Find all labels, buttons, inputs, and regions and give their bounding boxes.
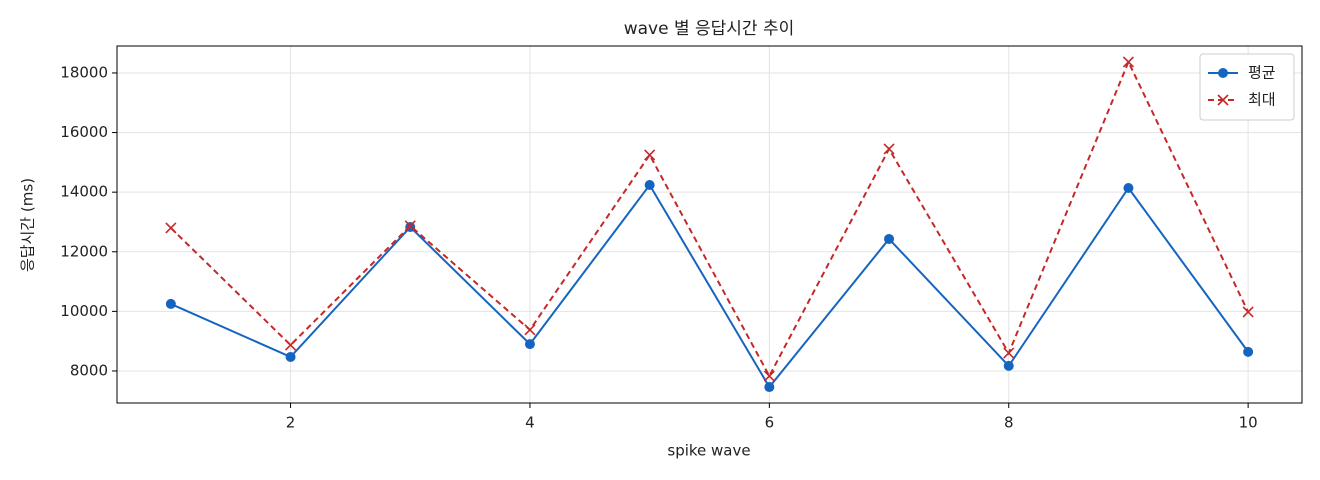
marker-dot [524, 339, 535, 350]
marker-dot [1123, 182, 1134, 193]
y-tick-label: 10000 [60, 302, 108, 320]
y-tick-label: 12000 [60, 242, 108, 260]
marker-x [763, 370, 775, 382]
y-tick-label: 14000 [60, 183, 108, 201]
x-axis-label: spike wave [667, 442, 750, 460]
marker-x [1217, 94, 1229, 106]
x-tick-label: 6 [765, 414, 775, 432]
marker-dot [1003, 360, 1014, 371]
y-tick-label: 16000 [60, 123, 108, 141]
legend-label: 최대 [1248, 91, 1276, 109]
legend-box [1199, 53, 1295, 121]
y-tick-label: 18000 [60, 63, 108, 81]
marker-x [1122, 56, 1135, 68]
marker-x [883, 143, 895, 155]
series-line [170, 183, 1249, 389]
marker-x [1003, 347, 1015, 359]
marker-x [524, 324, 536, 336]
marker-dot [884, 233, 895, 244]
chart-title: wave 별 응답시간 추이 [624, 19, 795, 39]
marker-dot [165, 298, 176, 309]
marker-dot [764, 382, 775, 393]
marker-dot [285, 351, 296, 362]
marker-x [404, 220, 416, 232]
x-tick-label: 2 [286, 414, 296, 432]
series-line [170, 59, 1250, 379]
plot-frame [116, 45, 1303, 404]
y-tick-label: 8000 [70, 361, 108, 379]
marker-x [165, 222, 177, 234]
marker-dot [1243, 346, 1254, 357]
x-tick-label: 10 [1239, 414, 1258, 432]
marker-x [1242, 306, 1254, 318]
marker-x [644, 149, 656, 161]
marker-dot [1218, 68, 1228, 78]
x-tick-label: 4 [525, 414, 535, 432]
y-axis-label: 응답시간 (ms) [19, 178, 37, 272]
marker-dot [644, 180, 655, 191]
legend-label: 평균 [1248, 64, 1276, 82]
x-tick-label: 8 [1004, 414, 1014, 432]
marker-x [284, 339, 297, 351]
